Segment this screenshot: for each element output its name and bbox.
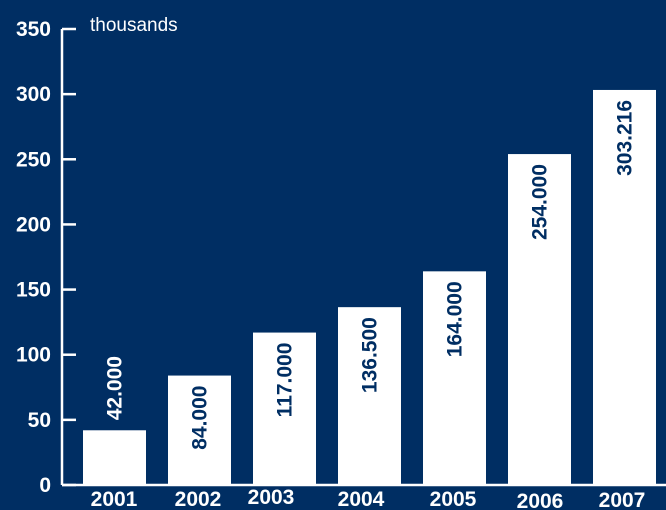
unit-label: thousands	[90, 15, 178, 36]
value-label-2003: 117.000	[274, 343, 297, 418]
bar-2003	[253, 332, 316, 485]
x-category-label: 2001	[91, 488, 138, 510]
x-category-label: 2005	[430, 488, 477, 510]
value-label-2001: 42.000	[104, 356, 127, 420]
bar-2006	[508, 154, 571, 485]
y-tick-label: 0	[39, 474, 51, 497]
y-tick-label: 150	[16, 279, 51, 302]
y-axis-ticks: 0 50 100 150 200 250 300 350	[16, 18, 76, 497]
value-label-2007: 303.216	[614, 100, 637, 176]
y-tick-label: 200	[16, 213, 51, 236]
bar-series	[83, 89, 656, 485]
y-tick-label: 350	[16, 18, 51, 41]
x-category-label: 2002	[175, 488, 222, 510]
bar-2004	[338, 307, 401, 485]
value-label-2005: 164.000	[444, 281, 467, 357]
value-label-2002: 84.000	[189, 386, 212, 450]
bar-2001	[83, 430, 146, 485]
value-labels: 42.000 84.000 117.000 136.500 164.000 254.000…	[104, 100, 637, 450]
y-tick-label: 250	[16, 148, 51, 171]
bar-2005	[423, 271, 486, 485]
y-tick-label: 300	[16, 83, 51, 106]
x-category-label: 2006	[517, 490, 564, 510]
value-label-2004: 136.500	[359, 317, 382, 393]
x-category-label: 2004	[338, 488, 385, 510]
x-category-label: 2003	[248, 486, 295, 509]
y-tick-label: 100	[16, 344, 51, 367]
value-label-2006: 254.000	[529, 164, 552, 240]
bar-2002	[168, 375, 231, 485]
bar-2007	[593, 89, 656, 485]
x-category-label: 2007	[599, 489, 646, 510]
x-axis-labels: 2001 2002 2003 2004 2005 2006 2007	[91, 486, 646, 510]
y-tick-label: 50	[28, 409, 51, 432]
